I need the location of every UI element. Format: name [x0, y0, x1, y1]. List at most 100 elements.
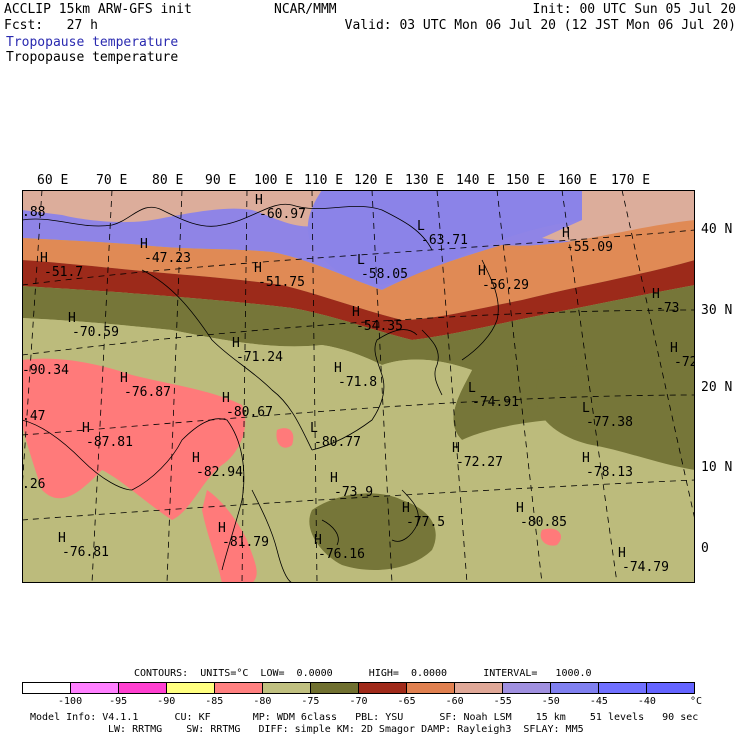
- high-marker: H: [516, 501, 524, 516]
- extremum-value: -72: [674, 355, 695, 370]
- colorbar-swatch: [599, 683, 647, 693]
- colorbar-unit: °C: [690, 696, 703, 707]
- pink-region-india: [22, 358, 246, 520]
- valid-time: Valid: 03 UTC Mon 06 Jul 20 (12 JST Mon …: [344, 18, 736, 33]
- extremum-value: .26: [22, 477, 45, 492]
- coastlines: [22, 203, 499, 583]
- extremum-value: .88: [22, 205, 45, 220]
- high-marker: H: [330, 471, 338, 486]
- low-marker: L: [417, 219, 425, 234]
- colorbar-tick: -70: [349, 696, 368, 707]
- high-marker: H: [562, 226, 570, 241]
- model-physics: LW: RRTMG SW: RRTMG DIFF: simple KM: 2D …: [108, 724, 584, 735]
- band-dark-red: [22, 260, 695, 340]
- extremum-value: -54.35: [356, 319, 403, 334]
- lon-label: 150 E: [506, 173, 546, 188]
- extremum-value: -47.23: [144, 251, 191, 266]
- colorbar-tick: -60: [445, 696, 464, 707]
- extremum-value: -73.9: [334, 485, 373, 500]
- model-info: Model Info: V4.1.1 CU: KF MP: WDM 6class…: [30, 712, 699, 723]
- extremum-value: .47: [22, 409, 45, 424]
- extremum-value: -90.34: [22, 363, 69, 378]
- extremum-value: -73: [656, 301, 679, 316]
- pink-region-burma: [202, 490, 257, 583]
- lat-label: 20 N: [701, 380, 733, 395]
- olive-blob-east: [535, 355, 695, 470]
- high-marker: H: [254, 261, 262, 276]
- colorbar-tick: -95: [109, 696, 128, 707]
- low-marker: L: [468, 381, 476, 396]
- colorbar-swatch: [23, 683, 71, 693]
- extremum-value: -51.75: [258, 275, 305, 290]
- extremum-value: -81.79: [222, 535, 269, 550]
- pink-region-sm1: [276, 428, 294, 448]
- colorbar-swatch: [455, 683, 503, 693]
- high-marker: H: [314, 533, 322, 548]
- colorbar-tick: -80: [253, 696, 272, 707]
- extremum-value: -80.77: [314, 435, 361, 450]
- colorbar-tick: -75: [301, 696, 320, 707]
- extremum-value: -70.59: [72, 325, 119, 340]
- field-title-primary: Tropopause temperature: [6, 35, 179, 50]
- colorbar-swatch: [215, 683, 263, 693]
- high-marker: H: [582, 451, 590, 466]
- lon-label: 100 E: [254, 173, 294, 188]
- extremum-value: -78.13: [586, 465, 633, 480]
- high-marker: H: [68, 311, 76, 326]
- colorbar: [22, 682, 695, 694]
- extremum-value: -63.71: [421, 233, 468, 248]
- extremum-value: -76.87: [124, 385, 171, 400]
- extremum-value: -58.05: [361, 267, 408, 282]
- colorbar-tick: -40: [637, 696, 656, 707]
- olive-blob-philippines: [309, 493, 436, 570]
- lon-label: 130 E: [405, 173, 445, 188]
- model-title: ACCLIP 15km ARW-GFS init: [4, 2, 192, 17]
- extremum-value: -74.91: [472, 395, 519, 410]
- high-marker: H: [222, 391, 230, 406]
- colorbar-swatch: [311, 683, 359, 693]
- colorbar-swatch: [167, 683, 215, 693]
- lat-label: 10 N: [701, 460, 733, 475]
- field-title-secondary: Tropopause temperature: [6, 50, 179, 65]
- extremum-value: -76.81: [62, 545, 109, 560]
- high-marker: H: [452, 441, 460, 456]
- center-name: NCAR/MMM: [274, 2, 337, 17]
- extremum-value: -74.79: [622, 560, 669, 575]
- extremum-value: -51.7: [44, 265, 83, 280]
- extremum-value: -80.85: [520, 515, 567, 530]
- colorbar-swatch: [551, 683, 599, 693]
- band-orange: [22, 220, 695, 320]
- forecast-hour: Fcst: 27 h: [4, 18, 98, 33]
- high-marker: H: [255, 193, 263, 208]
- high-marker: H: [618, 546, 626, 561]
- extrema-labels: H-47.23H-51.75L-58.05L-63.71 H-55.09H-56.…: [22, 193, 695, 575]
- lon-label: 160 E: [558, 173, 598, 188]
- colorbar-tick: -50: [541, 696, 560, 707]
- colorbar-tick: -100: [58, 696, 83, 707]
- colorbar-tick: -55: [493, 696, 512, 707]
- lon-label: 140 E: [456, 173, 496, 188]
- lon-label: 70 E: [96, 173, 128, 188]
- colorbar-swatch: [359, 683, 407, 693]
- low-marker: L: [357, 253, 365, 268]
- tropopause-temperature-map: H-47.23H-51.75L-58.05L-63.71 H-55.09H-56.…: [22, 190, 695, 583]
- high-marker: H: [58, 531, 66, 546]
- high-marker: H: [334, 361, 342, 376]
- extremum-value: -77.38: [586, 415, 633, 430]
- colorbar-tick: -45: [589, 696, 608, 707]
- extremum-value: -55.09: [566, 240, 613, 255]
- colorbar-swatch: [263, 683, 311, 693]
- lon-label: 120 E: [354, 173, 394, 188]
- colorbar-swatch: [407, 683, 455, 693]
- extremum-value: -82.94: [196, 465, 243, 480]
- init-time: Init: 00 UTC Sun 05 Jul 20: [532, 2, 737, 17]
- extremum-value: -71.24: [236, 350, 283, 365]
- high-marker: H: [652, 287, 660, 302]
- graticule: [22, 190, 695, 583]
- lon-label: 90 E: [205, 173, 237, 188]
- high-marker: H: [478, 264, 486, 279]
- lon-label: 110 E: [304, 173, 344, 188]
- high-marker: H: [352, 305, 360, 320]
- low-marker: L: [582, 401, 590, 416]
- colorbar-tick: -85: [205, 696, 224, 707]
